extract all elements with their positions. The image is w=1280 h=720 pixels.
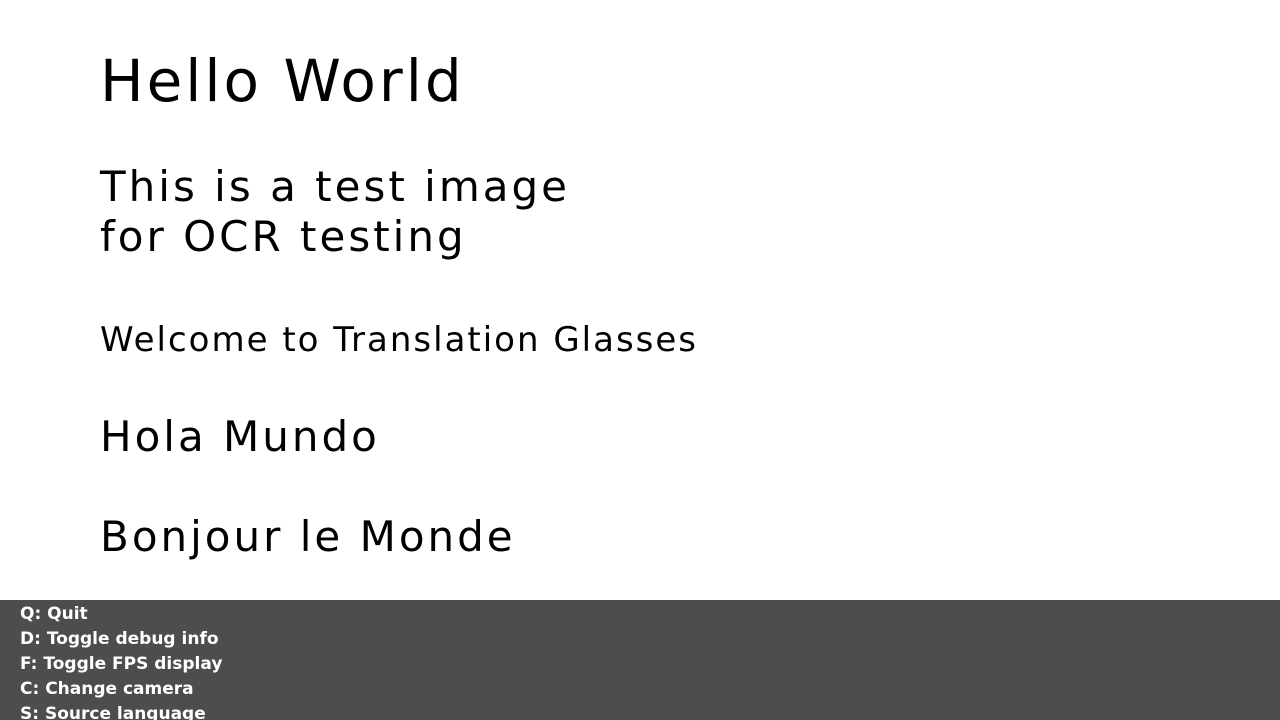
text-bonjour-le-monde: Bonjour le Monde [100, 512, 516, 561]
text-hola-mundo: Hola Mundo [100, 412, 380, 461]
shortcut-list: Q: Quit D: Toggle debug info F: Toggle F… [0, 600, 1280, 720]
text-welcome: Welcome to Translation Glasses [100, 320, 699, 360]
shortcut-toggle-fps: F: Toggle FPS display [20, 654, 223, 674]
shortcut-source-language: S: Source language [20, 704, 206, 720]
shortcut-toggle-debug: D: Toggle debug info [20, 629, 219, 649]
keyboard-help-overlay: Q: Quit D: Toggle debug info F: Toggle F… [0, 600, 1280, 720]
text-line-1: This is a test image [100, 162, 570, 211]
shortcut-change-camera: C: Change camera [20, 679, 194, 699]
text-test-image: This is a test image for OCR testing [100, 162, 570, 262]
shortcut-quit: Q: Quit [20, 604, 88, 624]
text-line-2: for OCR testing [100, 212, 467, 261]
text-hello-world: Hello World [100, 47, 465, 115]
